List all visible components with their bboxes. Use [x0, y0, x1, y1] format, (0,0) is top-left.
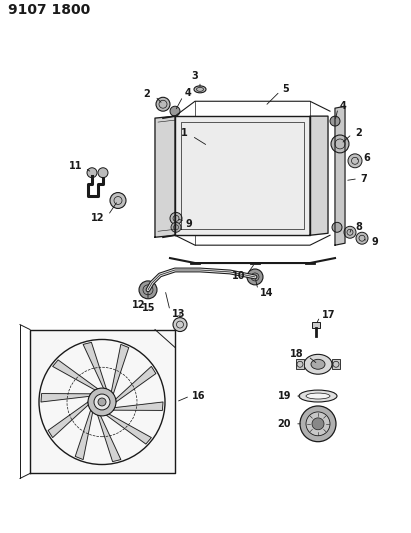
Circle shape	[344, 227, 356, 238]
Text: 11: 11	[69, 161, 82, 171]
Text: 2: 2	[143, 90, 150, 99]
Circle shape	[332, 222, 342, 232]
Circle shape	[171, 222, 181, 232]
Polygon shape	[113, 402, 163, 410]
Circle shape	[98, 398, 106, 406]
Polygon shape	[335, 106, 345, 245]
Ellipse shape	[299, 390, 337, 402]
Polygon shape	[175, 116, 310, 235]
Text: 18: 18	[291, 349, 304, 359]
Text: 12: 12	[90, 213, 104, 223]
Text: 3: 3	[191, 71, 198, 82]
Ellipse shape	[194, 86, 206, 93]
Circle shape	[306, 412, 330, 436]
Circle shape	[110, 192, 126, 208]
Polygon shape	[53, 360, 98, 390]
Ellipse shape	[304, 354, 332, 374]
Text: 4: 4	[185, 88, 192, 98]
Circle shape	[312, 418, 324, 430]
Text: 20: 20	[277, 419, 291, 429]
Circle shape	[170, 106, 180, 116]
Circle shape	[247, 269, 263, 285]
Text: 1: 1	[181, 128, 188, 138]
Circle shape	[98, 168, 108, 177]
FancyBboxPatch shape	[312, 321, 320, 328]
Circle shape	[300, 406, 336, 442]
Text: 17: 17	[322, 310, 335, 320]
Text: 13: 13	[172, 309, 185, 319]
Polygon shape	[41, 393, 91, 402]
Polygon shape	[155, 116, 175, 237]
Polygon shape	[115, 366, 156, 402]
Circle shape	[88, 388, 116, 416]
Circle shape	[348, 154, 362, 168]
Polygon shape	[310, 116, 328, 235]
Circle shape	[173, 318, 187, 332]
Circle shape	[170, 213, 182, 224]
Circle shape	[356, 232, 368, 244]
Polygon shape	[111, 344, 129, 394]
Text: 8: 8	[355, 222, 362, 232]
Polygon shape	[75, 410, 92, 459]
Circle shape	[330, 116, 340, 126]
Polygon shape	[48, 402, 88, 438]
Text: 2: 2	[355, 128, 362, 138]
Ellipse shape	[306, 393, 330, 399]
Polygon shape	[98, 415, 121, 462]
Text: 10: 10	[231, 271, 245, 281]
Circle shape	[87, 168, 97, 177]
Text: 9107 1800: 9107 1800	[8, 3, 90, 17]
Text: 14: 14	[260, 288, 273, 298]
Text: 12: 12	[132, 300, 145, 310]
Text: 7: 7	[360, 174, 367, 184]
Text: 19: 19	[277, 391, 291, 401]
Polygon shape	[106, 414, 151, 444]
Text: 15: 15	[141, 303, 155, 313]
Text: 9: 9	[185, 219, 192, 229]
Circle shape	[156, 98, 170, 111]
Circle shape	[139, 281, 157, 299]
Polygon shape	[83, 342, 106, 389]
Text: 6: 6	[363, 153, 370, 163]
Text: 4: 4	[340, 101, 347, 111]
Circle shape	[331, 135, 349, 153]
FancyBboxPatch shape	[296, 359, 304, 369]
Text: 16: 16	[192, 391, 206, 401]
Text: 9: 9	[371, 237, 378, 247]
Polygon shape	[30, 329, 175, 473]
FancyBboxPatch shape	[332, 359, 340, 369]
Ellipse shape	[311, 359, 325, 369]
Circle shape	[94, 394, 110, 410]
Text: 5: 5	[282, 84, 289, 94]
